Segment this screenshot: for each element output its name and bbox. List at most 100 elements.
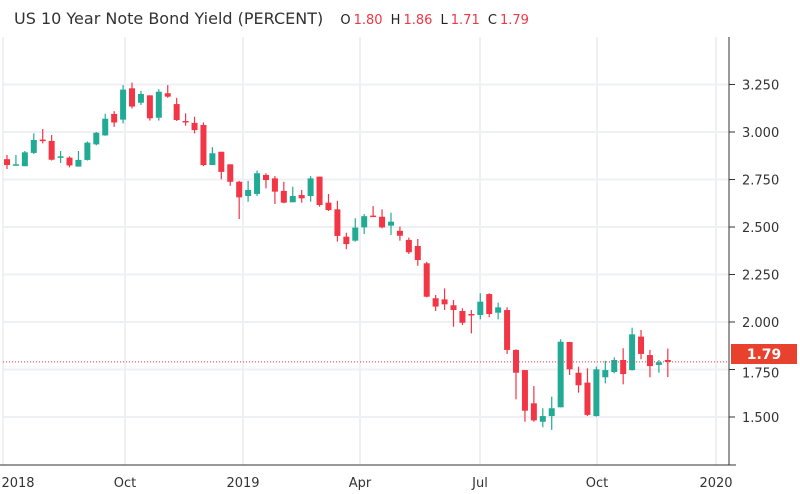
candle (468, 310, 475, 334)
candle-body (146, 95, 153, 119)
candle (343, 232, 350, 250)
y-tick-label: 1.750 (742, 367, 779, 382)
y-tick-label: 2.750 (742, 174, 779, 189)
candle-body (566, 341, 573, 370)
candle-body (432, 298, 439, 307)
candle (66, 156, 73, 168)
candle-body (155, 91, 162, 118)
candle-body (370, 215, 377, 218)
candle (513, 349, 520, 400)
candle (137, 90, 144, 106)
x-tick-label: 2019 (226, 476, 259, 491)
candle (638, 329, 645, 360)
candle-body (325, 202, 332, 211)
candle-body (84, 142, 91, 160)
price-axis[interactable]: 3.250 3.000 2.750 2.500 2.250 2.000 1.750 1.500 (728, 37, 779, 465)
candle (602, 360, 609, 384)
candle (218, 151, 225, 180)
candle-body (405, 239, 412, 253)
candle (423, 261, 430, 298)
candle (414, 238, 421, 266)
candle-body (638, 336, 645, 354)
candle-body (477, 301, 484, 315)
candle (280, 181, 287, 204)
candle (504, 307, 511, 354)
x-tick-label: 2018 (1, 476, 34, 491)
candles (4, 82, 671, 430)
candle (521, 370, 528, 422)
candle (173, 97, 180, 121)
candle (325, 193, 332, 212)
candle-body (271, 178, 278, 192)
high-value: 1.86 (403, 13, 433, 28)
close-value: 1.79 (499, 13, 529, 28)
candle-body (298, 195, 305, 199)
candle (316, 176, 323, 207)
candle (227, 164, 234, 186)
candle (57, 151, 64, 163)
candle (352, 218, 359, 242)
candle-body (137, 94, 144, 103)
high-label: H (390, 13, 401, 28)
candle-body (396, 230, 403, 236)
candle (611, 357, 618, 374)
candle-body (209, 153, 216, 166)
x-tick-label: Jul (471, 476, 488, 491)
candle-body (334, 209, 341, 236)
candle (191, 116, 198, 134)
candle-body (102, 118, 109, 136)
candle-body (200, 124, 207, 166)
candle (12, 154, 19, 166)
candle-body (129, 88, 136, 107)
candle (477, 293, 484, 320)
candle (379, 209, 386, 229)
y-tick-label: 3.250 (742, 79, 779, 94)
candle-body (66, 157, 73, 166)
x-tick-label: 2020 (699, 476, 732, 491)
candle (557, 339, 564, 408)
close-label: C (487, 13, 497, 28)
candle (548, 396, 555, 430)
candle-body (602, 370, 609, 378)
low-value: 1.71 (450, 13, 480, 28)
candle-body (316, 176, 323, 205)
candle-body (646, 355, 653, 367)
candle-body (352, 227, 359, 241)
y-tick-label: 3.000 (742, 126, 779, 141)
chart-title: US 10 Year Note Bond Yield (PERCENT) (14, 9, 324, 28)
candle (334, 200, 341, 242)
candle-body (280, 190, 287, 203)
candle-body (530, 403, 537, 421)
candle-body (414, 246, 421, 261)
candle (39, 128, 46, 144)
candle (289, 186, 296, 203)
candle-body (343, 236, 350, 245)
candle-body (450, 305, 457, 311)
grid (2, 37, 729, 465)
candle (655, 360, 662, 373)
candle (495, 302, 502, 320)
candle (298, 189, 305, 203)
y-tick-label: 2.500 (742, 221, 779, 236)
candle-body (12, 164, 19, 166)
candle-body (289, 196, 296, 203)
candle (245, 180, 252, 202)
last-price-badge: 1.79 (731, 344, 797, 364)
y-tick-label: 2.250 (742, 269, 779, 284)
candle (620, 348, 627, 385)
candle (646, 349, 653, 378)
candle-body (575, 372, 582, 386)
chart-legend: US 10 Year Note Bond Yield (PERCENT) O 1.… (14, 9, 529, 28)
candle-body (164, 93, 171, 97)
candle-body (120, 89, 127, 120)
time-axis[interactable]: 2018 Oct 2019 Apr Jul Oct 2020 (0, 464, 736, 491)
candle (48, 135, 55, 161)
candle (4, 154, 10, 170)
candle (155, 89, 162, 121)
candle-body (539, 416, 546, 422)
candle (450, 299, 457, 327)
candle (629, 327, 636, 371)
candle (182, 113, 189, 126)
candle-body (423, 263, 430, 297)
